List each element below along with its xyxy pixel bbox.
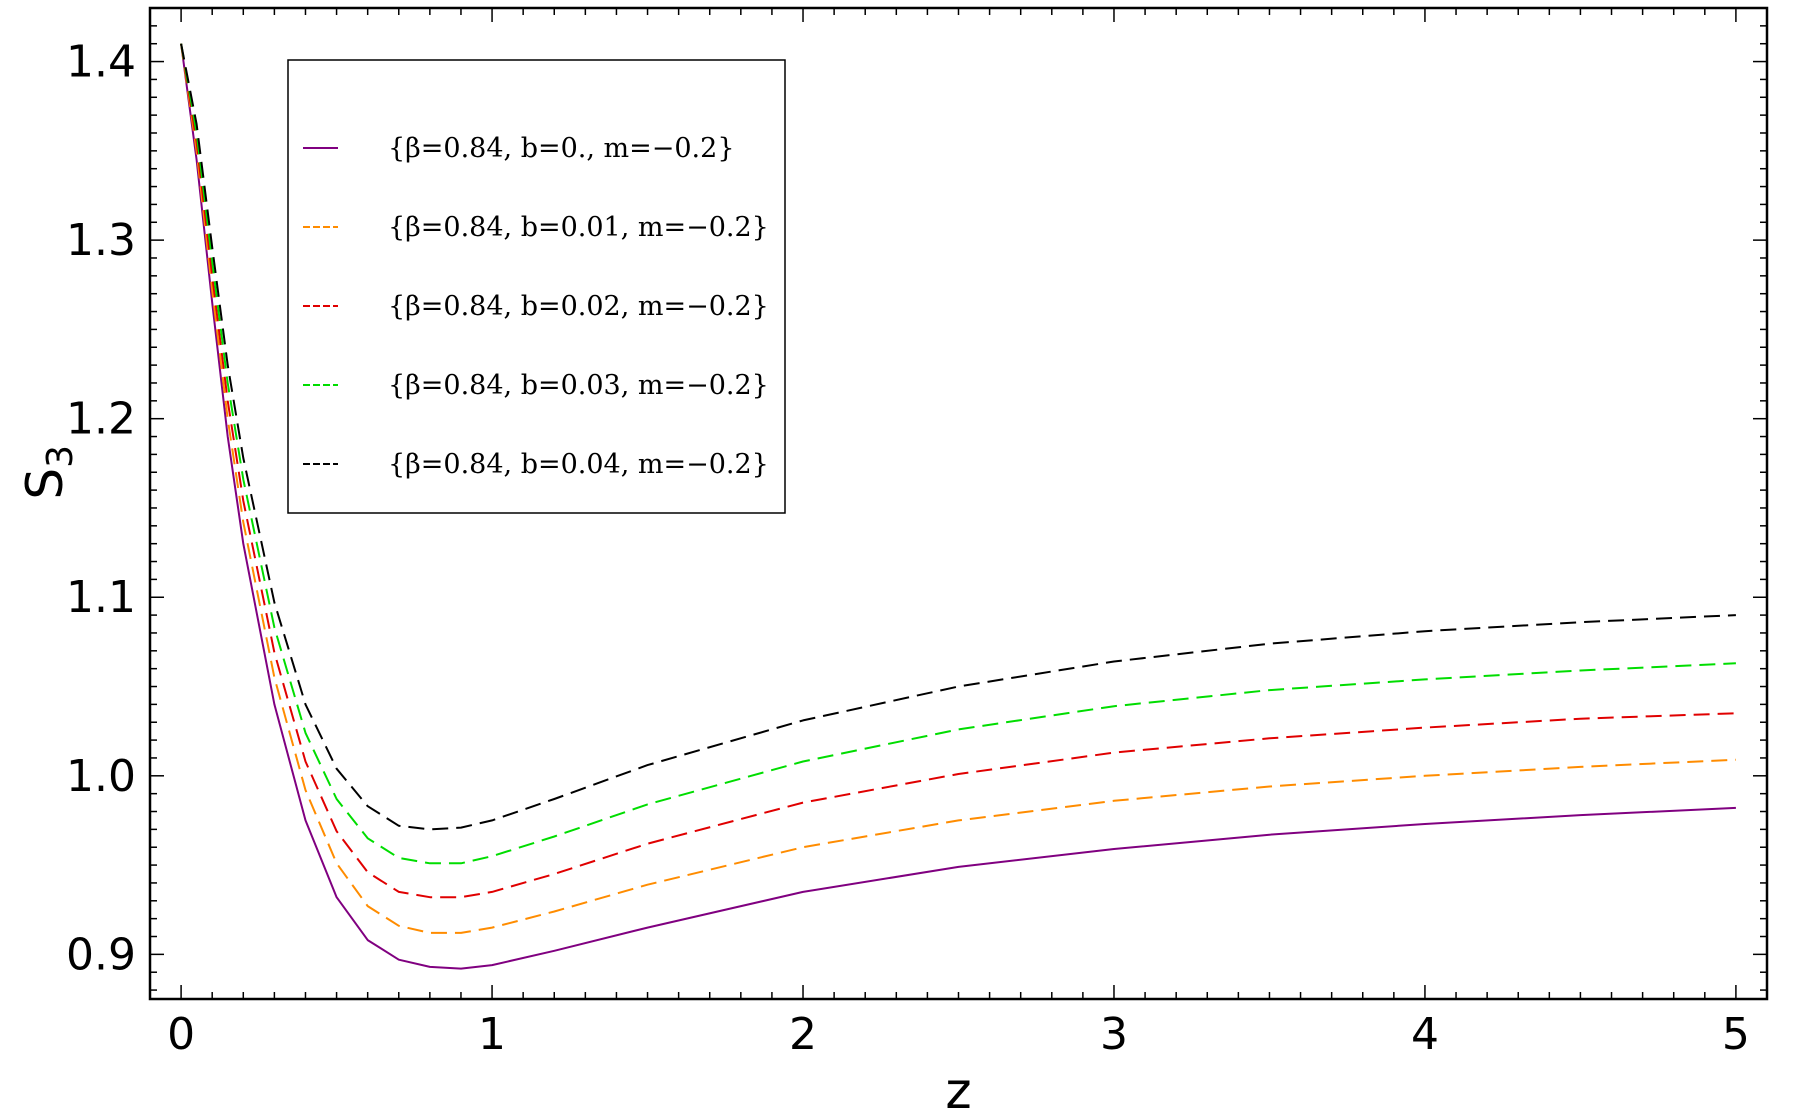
y-tick-label: 1.4 [66, 37, 136, 88]
y-tick-label: 1.2 [66, 394, 136, 445]
series-line-5 [180, 43, 1736, 831]
legend-box [287, 59, 786, 514]
y-axis-title-subscript: 3 [40, 445, 81, 468]
series-layer [180, 43, 1736, 970]
series-line-2 [180, 43, 1736, 934]
legend-label-5: {β=0.84, b=0.04, m=−0.2} [388, 449, 769, 480]
y-axis-title: S3 [16, 445, 81, 500]
tick-label-layer: 0 1 2 3 4 5 0.9 1.0 1.1 1.2 1.3 1.4 [66, 37, 1750, 1060]
x-tick-label: 4 [1411, 1009, 1439, 1060]
x-tick-label: 3 [1100, 1009, 1128, 1060]
y-tick-label: 1.3 [66, 215, 136, 266]
legend-label-3: {β=0.84, b=0.02, m=−0.2} [388, 291, 769, 322]
plot-frame [148, 6, 1769, 1001]
x-tick-label: 5 [1722, 1009, 1750, 1060]
y-tick-label: 0.9 [66, 929, 136, 980]
legend: {β=0.84, b=0., m=−0.2} {β=0.84, b=0.01, m… [287, 59, 786, 514]
legend-label-1: {β=0.84, b=0., m=−0.2} [388, 133, 735, 164]
y-axis-title-main: S [16, 468, 74, 500]
x-tick-label: 2 [789, 1009, 817, 1060]
y-tick-label: 1.1 [66, 572, 136, 623]
x-axis-title: z [945, 1062, 971, 1118]
legend-label-4: {β=0.84, b=0.03, m=−0.2} [388, 370, 769, 401]
x-tick-label: 1 [478, 1009, 506, 1060]
series-line-3 [180, 43, 1736, 899]
legend-label-2: {β=0.84, b=0.01, m=−0.2} [388, 212, 769, 243]
series-line-1 [180, 43, 1736, 970]
series-line-4 [180, 43, 1736, 865]
x-tick-label: 0 [167, 1009, 195, 1060]
y-tick-label: 1.0 [66, 751, 136, 802]
